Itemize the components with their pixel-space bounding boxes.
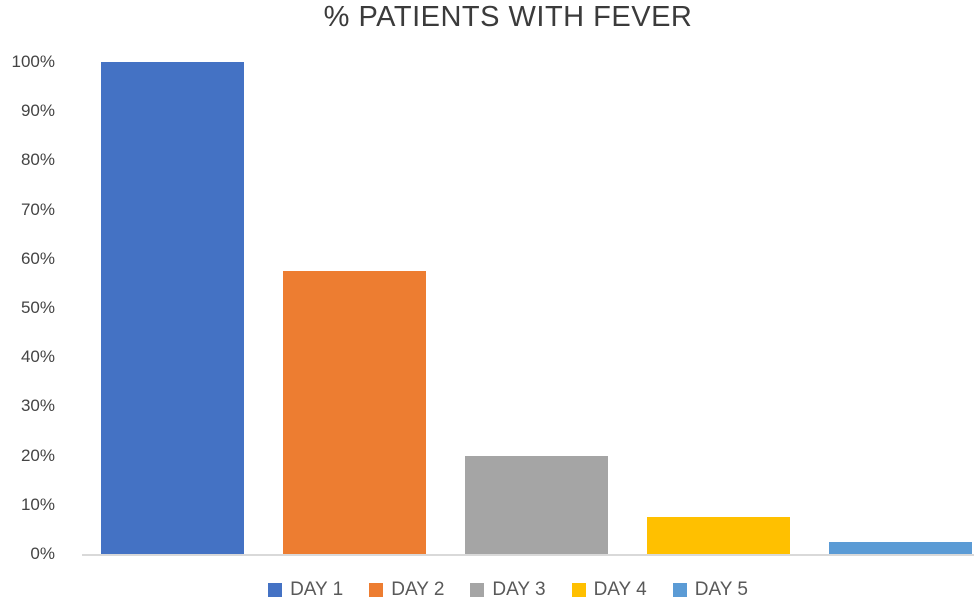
legend-label: DAY 5: [694, 579, 748, 600]
y-axis-tick-label: 100%: [11, 52, 55, 71]
legend-item-day-3: DAY 3: [470, 579, 546, 601]
legend: DAY 1 DAY 2 DAY 3 DAY 4 DAY 5: [62, 579, 954, 601]
legend-item-day-1: DAY 1: [268, 579, 343, 601]
y-axis-tick-label: 0%: [30, 544, 55, 563]
y-axis-tick-label: 90%: [20, 101, 55, 121]
y-axis-tick-label: 50%: [20, 298, 55, 317]
legend-item-day-5: DAY 5: [672, 579, 748, 601]
bar-day-3: [465, 456, 608, 554]
y-axis: 0% 10% 20% 30% 40% 50% 60% 70% 80% 90% 100%: [0, 52, 55, 563]
chart-title: % PATIENTS WITH FEVER: [323, 1, 693, 33]
legend-marker-icon: [672, 583, 687, 597]
x-axis-line: [82, 554, 974, 556]
y-axis-tick-label: 20%: [20, 445, 55, 465]
y-axis-tick-label: 10%: [20, 494, 55, 514]
y-axis-tick-label: 80%: [20, 150, 55, 170]
legend-item-day-4: DAY 4: [571, 579, 647, 601]
y-axis-tick-label: 30%: [20, 396, 55, 416]
bar-day-1: [101, 62, 244, 554]
bar-day-4: [647, 517, 790, 554]
plot-area: [82, 62, 974, 556]
legend-label: DAY 2: [391, 579, 445, 600]
legend-marker-icon: [369, 583, 384, 597]
y-axis-tick-label: 60%: [20, 248, 55, 268]
legend-marker-icon: [268, 583, 283, 597]
legend-marker-icon: [470, 583, 485, 597]
y-axis-tick-label: 40%: [20, 347, 55, 367]
legend-label: DAY 4: [593, 579, 647, 600]
legend-label: DAY 1: [290, 579, 344, 600]
y-axis-tick-label: 70%: [20, 199, 55, 219]
bar-day-2: [283, 271, 426, 554]
legend-label: DAY 3: [492, 579, 546, 600]
legend-item-day-2: DAY 2: [369, 579, 444, 601]
bar-day-5: [829, 542, 972, 554]
legend-marker-icon: [571, 583, 586, 597]
